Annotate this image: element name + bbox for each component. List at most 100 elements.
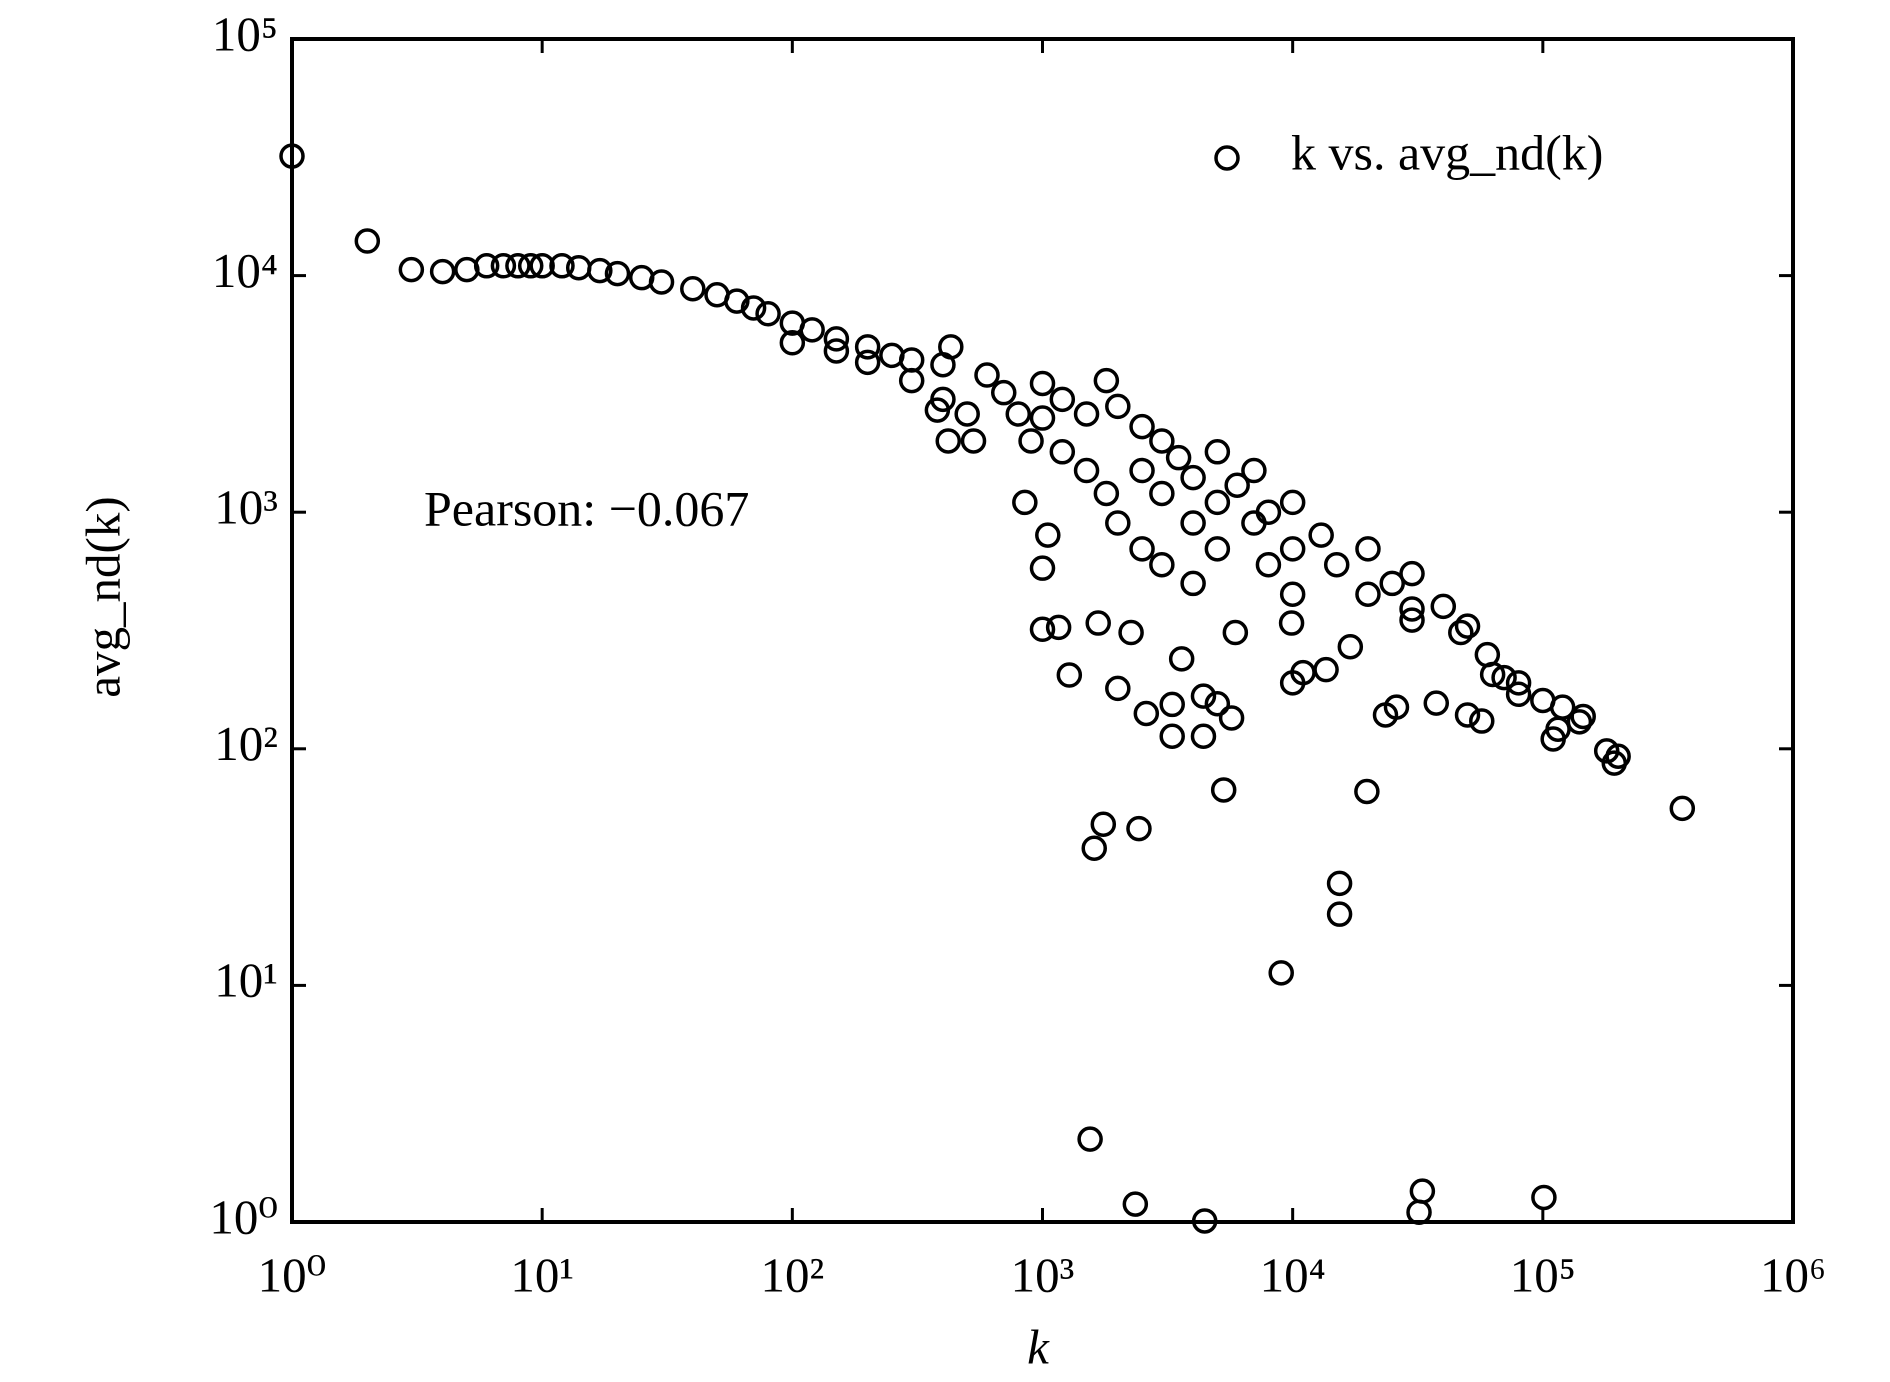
point (1029, 555, 1056, 581)
point (1354, 778, 1380, 805)
point (1308, 522, 1334, 548)
point (1545, 716, 1571, 742)
point (1279, 581, 1306, 607)
point (724, 288, 750, 314)
point (604, 260, 631, 287)
point (1430, 593, 1457, 620)
point (1355, 581, 1381, 607)
point (1210, 777, 1237, 803)
point (1005, 401, 1032, 427)
point (1570, 703, 1596, 730)
point (1180, 510, 1206, 536)
point (990, 379, 1017, 406)
legend-label: k vs. avg_nd(k) (1291, 124, 1603, 180)
point (1406, 1199, 1432, 1225)
point (1029, 370, 1056, 397)
point (1531, 1184, 1557, 1211)
point (1204, 439, 1231, 465)
point (1379, 570, 1405, 597)
point (1423, 690, 1450, 716)
y-tick-label: 10⁴ (212, 243, 278, 298)
point (1190, 683, 1217, 709)
point (823, 326, 850, 352)
point (1399, 560, 1425, 587)
x-tick-label: 10² (760, 1247, 824, 1302)
point (898, 367, 925, 394)
point (1077, 1126, 1103, 1152)
point (1669, 795, 1696, 822)
x-tick-label: 10⁵ (1510, 1247, 1576, 1302)
point (1454, 702, 1481, 728)
plot-marks (279, 143, 1696, 1234)
point (924, 397, 951, 423)
point (1399, 607, 1425, 633)
point (1085, 610, 1111, 636)
point (1190, 723, 1217, 749)
point (938, 334, 964, 360)
point (1118, 619, 1144, 646)
point (1105, 510, 1131, 536)
point (1383, 694, 1410, 720)
point (1049, 386, 1076, 413)
point (935, 428, 961, 454)
point (1093, 480, 1120, 507)
point (1129, 536, 1155, 562)
point (549, 253, 575, 279)
y-tick-label: 10¹ (214, 953, 278, 1008)
point (505, 253, 531, 279)
point (398, 256, 425, 283)
point (1255, 551, 1282, 578)
point (1105, 675, 1131, 702)
x-tick-label: 10⁴ (1260, 1247, 1326, 1302)
point (1204, 691, 1231, 717)
point (1279, 536, 1306, 562)
point (1593, 738, 1620, 764)
point (1448, 619, 1474, 646)
point (1133, 700, 1160, 727)
legend-marker (1214, 145, 1240, 171)
point (648, 269, 675, 295)
point (854, 334, 881, 360)
point (1056, 662, 1083, 688)
point (1505, 670, 1532, 696)
point (799, 317, 825, 343)
point (740, 295, 767, 321)
point (1149, 428, 1175, 454)
point (1129, 413, 1155, 440)
point (1326, 901, 1353, 927)
point (1149, 551, 1175, 578)
point (1505, 681, 1532, 708)
point (1479, 661, 1506, 688)
point (1018, 428, 1044, 454)
point (1149, 480, 1175, 507)
y-axis-label: avg_nd(k) (75, 496, 130, 697)
point (1180, 570, 1206, 597)
point (354, 228, 381, 254)
point (854, 349, 881, 376)
point (1409, 1178, 1436, 1204)
point (565, 254, 592, 281)
point (587, 257, 613, 284)
point (1126, 815, 1152, 842)
point (1029, 405, 1056, 431)
point (490, 253, 517, 279)
point (1122, 1191, 1149, 1217)
point (1049, 439, 1076, 465)
x-tick-label: 10⁰ (258, 1247, 327, 1302)
point (1180, 464, 1206, 491)
point (1073, 457, 1100, 484)
point (1105, 393, 1131, 420)
point (529, 253, 555, 279)
point (429, 258, 456, 285)
x-tick-label: 10⁶ (1760, 1247, 1826, 1302)
point (1168, 646, 1195, 672)
point (1093, 367, 1120, 394)
point (823, 338, 850, 364)
point (1326, 870, 1353, 897)
point (1278, 610, 1305, 636)
point (974, 362, 1000, 388)
point (898, 347, 925, 373)
point (1399, 596, 1425, 622)
